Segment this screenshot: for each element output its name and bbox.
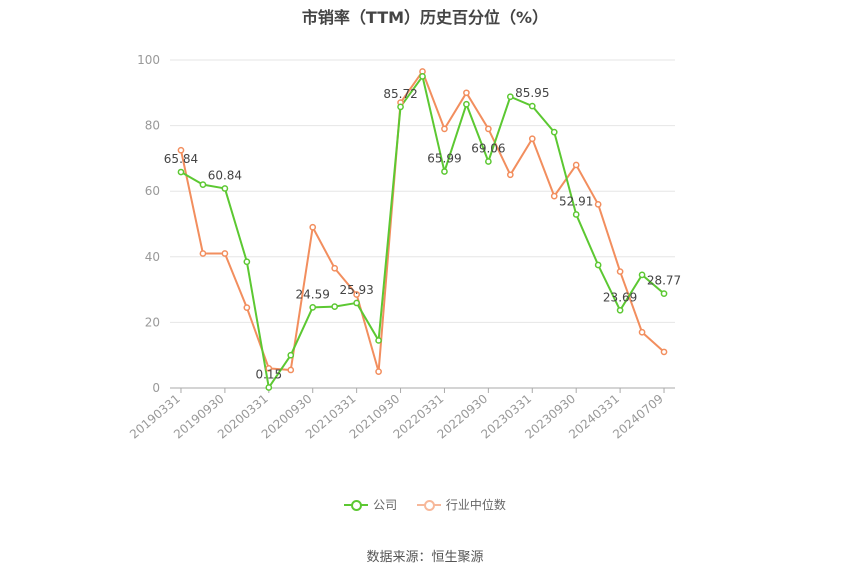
data-point-industry-median — [616, 268, 624, 275]
y-tick-label: 100 — [137, 53, 160, 67]
data-point-company — [177, 168, 185, 176]
data-label: 52.91 — [559, 194, 593, 208]
data-point-industry-median — [528, 135, 536, 143]
data-point-industry-median — [243, 304, 251, 311]
data-point-company — [616, 306, 624, 314]
data-label: 28.77 — [647, 274, 681, 288]
data-label: 85.95 — [515, 86, 549, 100]
data-point-company — [550, 128, 558, 136]
data-label: 65.84 — [164, 152, 198, 166]
y-tick-label: 0 — [152, 381, 160, 395]
data-point-industry-median — [287, 366, 295, 374]
y-tick-label: 80 — [145, 119, 160, 133]
legend-swatch-company — [344, 499, 369, 511]
data-point-industry-median — [441, 125, 448, 133]
data-point-company — [353, 299, 360, 307]
data-label: 85.72 — [383, 87, 417, 101]
chart-legend: 公司 行业中位数 — [0, 496, 850, 514]
legend-swatch-industry-median — [416, 499, 441, 511]
data-point-company — [375, 337, 382, 344]
y-tick-label: 20 — [145, 315, 160, 329]
y-tick-label: 60 — [145, 184, 160, 198]
line-chart: 0204060801002019033120190930202003312020… — [127, 53, 681, 442]
legend-label-industry-median: 行业中位数 — [445, 498, 506, 512]
data-point-industry-median — [375, 368, 382, 375]
data-point-industry-median — [638, 328, 646, 336]
data-point-industry-median — [199, 250, 207, 257]
data-point-industry-median — [177, 146, 185, 154]
data-label: 0.15 — [255, 368, 282, 382]
data-point-company — [506, 93, 514, 101]
data-point-industry-median — [331, 264, 339, 272]
data-point-company — [419, 73, 426, 80]
data-label: 23.69 — [603, 290, 637, 304]
data-point-industry-median — [221, 250, 229, 257]
data-point-company — [528, 102, 536, 110]
data-point-company — [309, 303, 317, 311]
data-point-industry-median — [550, 192, 558, 200]
chart-title: 市销率（TTM）历史百分位（%） — [301, 8, 549, 27]
data-point-company — [331, 303, 339, 311]
data-label: 24.59 — [296, 287, 330, 301]
y-tick-label: 40 — [145, 250, 160, 264]
data-label: 25.93 — [339, 283, 373, 297]
data-point-industry-median — [353, 291, 360, 298]
legend-item-company[interactable]: 公司 — [344, 496, 397, 513]
data-point-company — [221, 185, 229, 192]
data-point-company — [660, 290, 668, 297]
data-point-company — [265, 384, 273, 391]
data-point-company — [397, 103, 404, 111]
legend-label-company: 公司 — [373, 498, 398, 512]
data-point-industry-median — [265, 364, 273, 372]
data-source-note: 数据来源：恒生聚源 — [366, 550, 484, 565]
data-point-company — [199, 181, 207, 188]
data-label: 60.84 — [208, 168, 242, 182]
data-point-company — [287, 351, 295, 359]
data-point-company — [485, 158, 492, 165]
series-line-company — [180, 75, 665, 389]
data-point-industry-median — [594, 200, 602, 208]
data-label: 69.06 — [471, 141, 505, 155]
data-point-company — [463, 100, 470, 108]
data-point-industry-median — [463, 89, 470, 97]
data-point-industry-median — [309, 223, 317, 231]
data-point-industry-median — [506, 171, 514, 179]
data-point-company — [594, 261, 602, 269]
data-point-industry-median — [572, 161, 580, 169]
data-label: 65.99 — [427, 152, 461, 166]
data-point-company — [572, 211, 580, 218]
data-point-company — [441, 168, 448, 175]
data-point-company — [638, 271, 646, 279]
data-point-company — [243, 258, 251, 266]
legend-item-industry-median[interactable]: 行业中位数 — [416, 496, 506, 513]
data-point-industry-median — [660, 348, 668, 356]
series-line-industry-median — [180, 70, 665, 373]
data-point-industry-median — [485, 125, 492, 133]
